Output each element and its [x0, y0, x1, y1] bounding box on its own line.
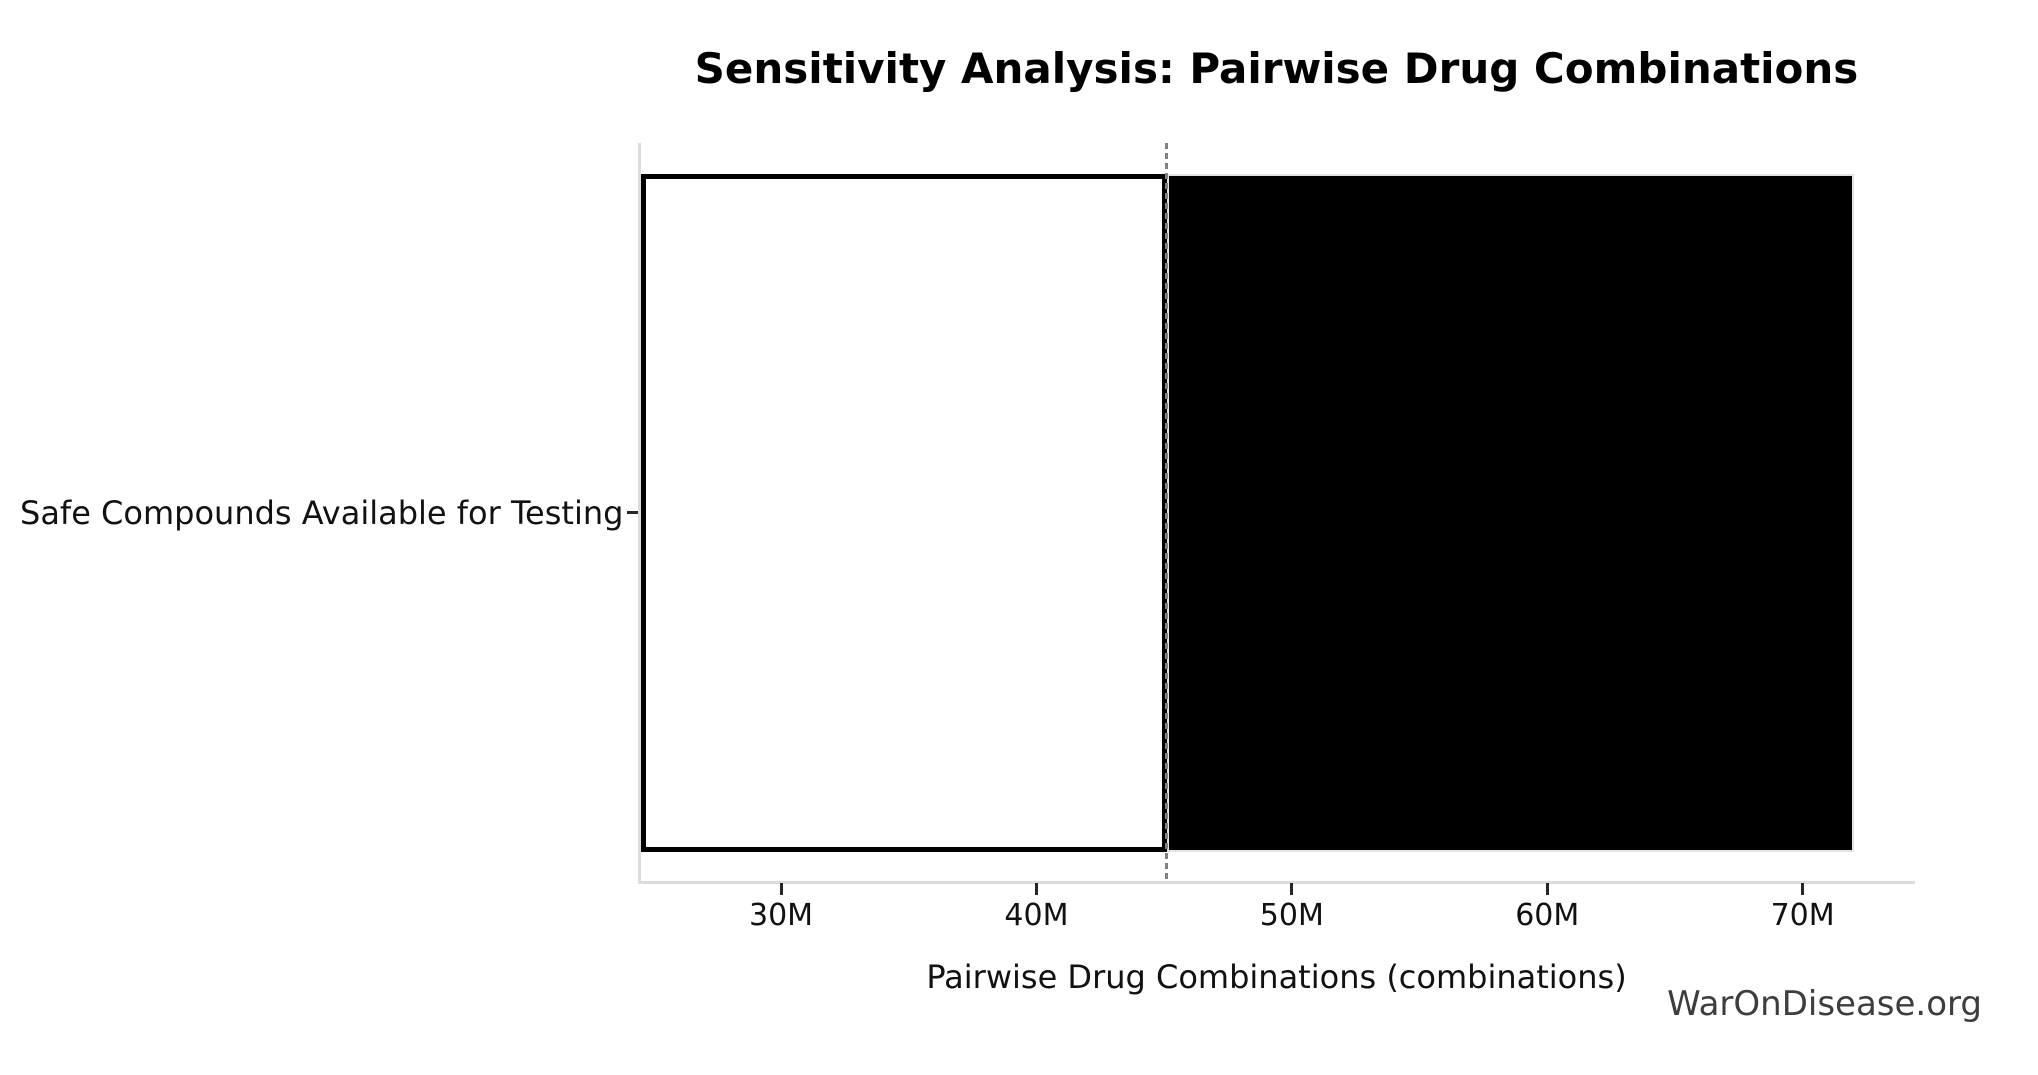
x-tick-mark-60M — [1545, 883, 1549, 895]
x-tick-mark-50M — [1290, 883, 1294, 895]
x-tick-mark-40M — [1034, 883, 1038, 895]
chart-title: Sensitivity Analysis: Pairwise Drug Comb… — [694, 44, 1859, 93]
x-axis-label: Pairwise Drug Combinations (combinations… — [926, 958, 1627, 996]
x-tick-label-60M: 60M — [1515, 898, 1580, 933]
x-tick-mark-70M — [1801, 883, 1805, 895]
y-category-label: Safe Compounds Available for Testing — [20, 494, 624, 532]
sensitivity-bar-low-segment — [640, 174, 1167, 852]
x-tick-mark-30M — [779, 883, 783, 895]
base-value-dashed-line — [1165, 143, 1169, 881]
x-axis-spine — [638, 881, 1915, 884]
x-tick-label-30M: 30M — [748, 898, 814, 933]
x-tick-label-40M: 40M — [1004, 898, 1069, 933]
x-tick-label-70M: 70M — [1770, 898, 1835, 933]
x-tick-label-50M: 50M — [1259, 898, 1324, 933]
watermark-text: WarOnDisease.org — [1667, 984, 1982, 1024]
y-axis-spine — [638, 143, 641, 881]
sensitivity-bar-high-segment — [1166, 174, 1854, 852]
y-axis-tick-mark — [627, 511, 638, 514]
